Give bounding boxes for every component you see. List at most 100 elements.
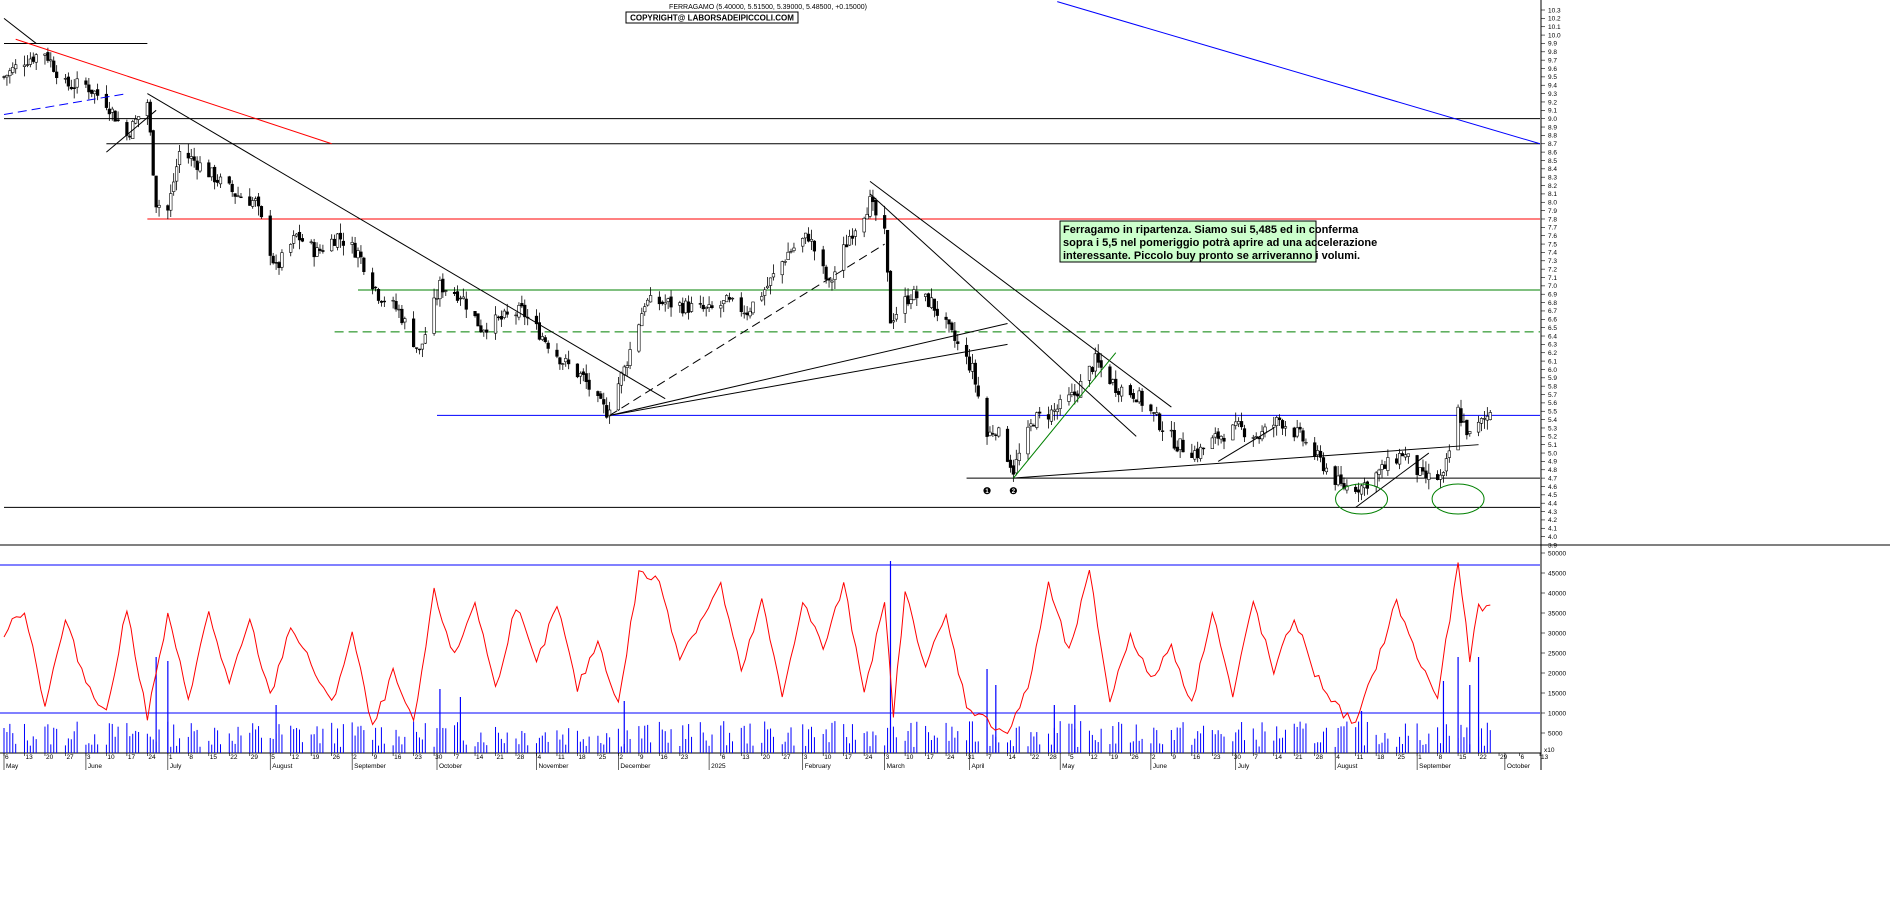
candle-body (93, 90, 97, 95)
candle-body (22, 64, 27, 67)
candle-body (646, 299, 650, 306)
candle-body (1090, 367, 1094, 372)
candle-body (771, 273, 776, 278)
candle-body (31, 56, 35, 62)
x-tick-label: 13 (25, 754, 33, 761)
candle-body (309, 241, 313, 243)
candle-body (1017, 452, 1021, 461)
candle-body (1140, 390, 1144, 406)
candle-body (994, 434, 998, 436)
candle-body (5, 75, 9, 78)
candle-body (1254, 436, 1258, 438)
price-tick-label: 6.9 (1548, 292, 1557, 299)
candle-body (1272, 424, 1276, 428)
price-tick-label: 6.1 (1548, 358, 1557, 365)
x-tick-label: 29 (251, 754, 259, 761)
candle-body (128, 135, 132, 138)
x-tick-label: 21 (497, 754, 505, 761)
x-tick-label: 25 (1398, 754, 1406, 761)
candle-body (256, 196, 261, 207)
candle-body (681, 303, 685, 314)
candle-body (587, 379, 591, 390)
candle-body (537, 322, 542, 340)
marker-dot (983, 487, 991, 495)
month-label: August (272, 763, 292, 770)
x-tick-label: 27 (66, 754, 74, 761)
candle-body (371, 272, 375, 290)
candle-body (338, 232, 343, 240)
candle-body (804, 232, 808, 239)
month-label: 2025 (711, 763, 726, 770)
annotation-line-1: Ferragamo in ripartenza. Siamo sui 5,485… (1063, 224, 1359, 236)
x-tick-label: 16 (1193, 754, 1201, 761)
candle-body (1295, 427, 1299, 437)
candle-body (210, 167, 214, 178)
trendline (1013, 444, 1479, 479)
candle-body (1067, 394, 1071, 402)
candle-body (742, 312, 746, 315)
x-tick-label: 10 (906, 754, 914, 761)
trendline (1355, 452, 1430, 508)
candle-body (768, 277, 773, 286)
candle-body (289, 244, 293, 253)
candle-body (1465, 419, 1469, 436)
candle-body (786, 251, 790, 260)
x-tick-label: 9 (1172, 754, 1176, 761)
candle-body (1008, 459, 1013, 468)
x-tick-label: 16 (660, 754, 668, 761)
candle-body (1403, 454, 1408, 458)
candle-body (1005, 428, 1010, 462)
candle-body (1468, 431, 1472, 434)
candle-body (1333, 466, 1337, 485)
candle-body (722, 300, 726, 305)
candle-body (517, 305, 521, 318)
candle-body (435, 298, 439, 300)
candle-body (885, 229, 890, 273)
candle-body (259, 206, 264, 218)
month-label: May (6, 763, 19, 770)
candle-body (1099, 360, 1103, 368)
trendline (1217, 427, 1275, 462)
candle-body (970, 363, 975, 372)
candle-body (783, 261, 787, 263)
candle-body (847, 236, 852, 246)
x-tick-label: 23 (415, 754, 423, 761)
candle-body (169, 193, 173, 211)
price-tick-label: 4.4 (1548, 501, 1557, 508)
candle-body (277, 262, 281, 269)
candle-body (2, 76, 6, 78)
candle-body (883, 215, 887, 229)
candle-body (809, 239, 814, 242)
candle-body (1278, 417, 1282, 421)
candle-body (215, 179, 220, 183)
month-label: October (439, 763, 463, 770)
trendline (609, 322, 1008, 416)
candle-body (280, 252, 284, 268)
candle-body (75, 78, 79, 88)
candle-body (1199, 446, 1203, 459)
candle-body (935, 308, 939, 316)
trendline (15, 38, 332, 145)
candle-body (505, 311, 509, 315)
candle-body (663, 302, 667, 305)
pattern-ellipse (1431, 483, 1485, 515)
x-tick-label: 20 (763, 754, 771, 761)
candle-body (602, 399, 606, 405)
month-label: August (1337, 763, 1357, 770)
candle-body (727, 297, 732, 300)
price-tick-label: 3.9 (1548, 542, 1557, 549)
price-tick-label: 7.3 (1548, 258, 1557, 265)
candle-body (584, 373, 588, 382)
x-tick-label: 23 (1213, 754, 1221, 761)
candle-body (926, 293, 931, 307)
x-tick-label: 7 (456, 754, 460, 761)
candle-body (534, 315, 539, 325)
candle-body (499, 316, 503, 320)
price-tick-label: 6.0 (1548, 367, 1557, 374)
x-tick-label: 12 (1090, 754, 1098, 761)
x-tick-label: 25 (599, 754, 607, 761)
axes-layer: 3.94.04.14.24.34.44.54.64.74.84.95.05.15… (3, 7, 1566, 770)
candle-body (1239, 421, 1244, 428)
annotation-box (1059, 220, 1317, 263)
